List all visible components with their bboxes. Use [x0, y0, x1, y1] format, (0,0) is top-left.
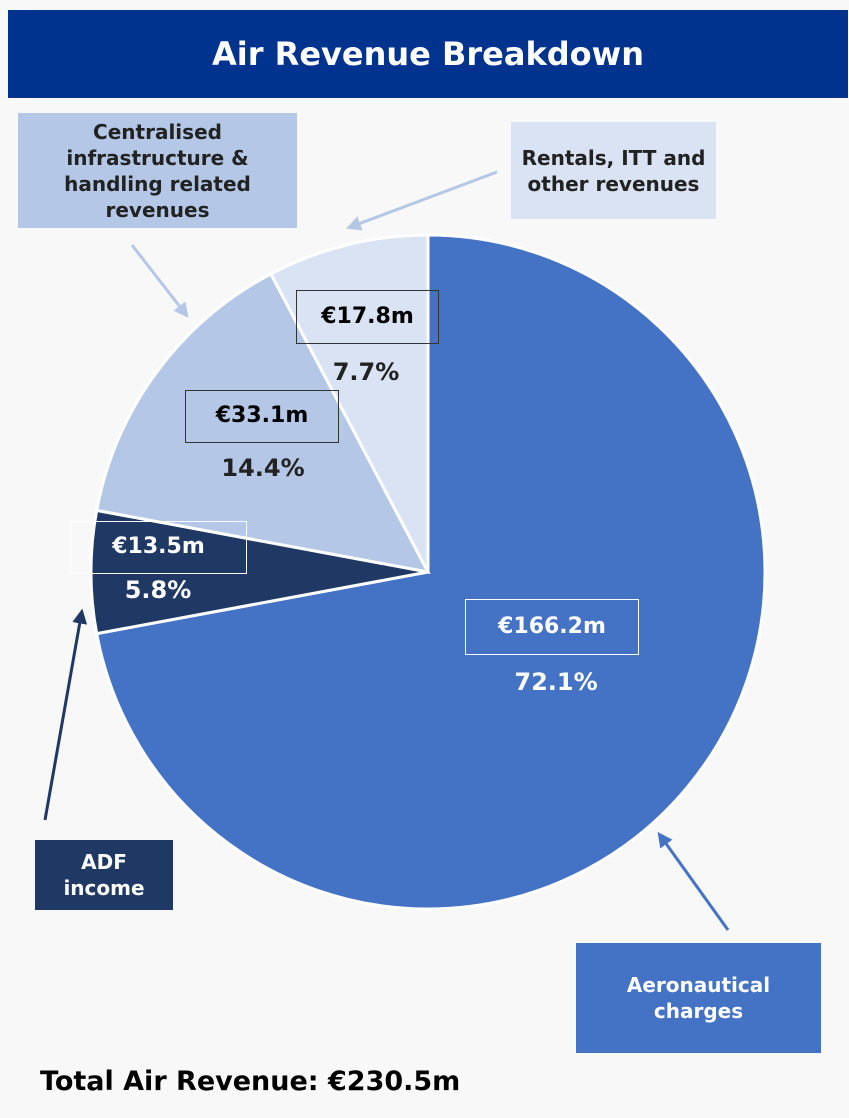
category-label: ADF income [35, 840, 173, 910]
pie-slice [94, 233, 767, 911]
category-label: Rentals, ITT and other revenues [511, 122, 716, 219]
value-label: €166.2m [465, 599, 639, 655]
slices [89, 233, 767, 911]
total-label: Total Air Revenue: €230.5m [40, 1066, 461, 1097]
category-label: Aeronautical charges [576, 943, 821, 1053]
category-label: Centralised infrastructure & handling re… [18, 113, 297, 228]
percent-label: 5.8% [124, 576, 192, 604]
arrow [43, 608, 88, 821]
percent-label: 72.1% [514, 668, 598, 696]
pie-slice [89, 508, 429, 636]
value-label: €17.8m [296, 290, 439, 344]
pie-slice [268, 233, 430, 573]
percent-label: 14.4% [221, 454, 305, 482]
pie-slice [94, 271, 431, 575]
percent-label: 7.7% [332, 358, 400, 386]
chart-title: Air Revenue Breakdown [8, 10, 848, 98]
value-label: €13.5m [70, 521, 247, 574]
arrow [345, 170, 498, 231]
arrow [657, 831, 730, 931]
arrow [130, 244, 189, 318]
value-label: €33.1m [185, 390, 339, 443]
